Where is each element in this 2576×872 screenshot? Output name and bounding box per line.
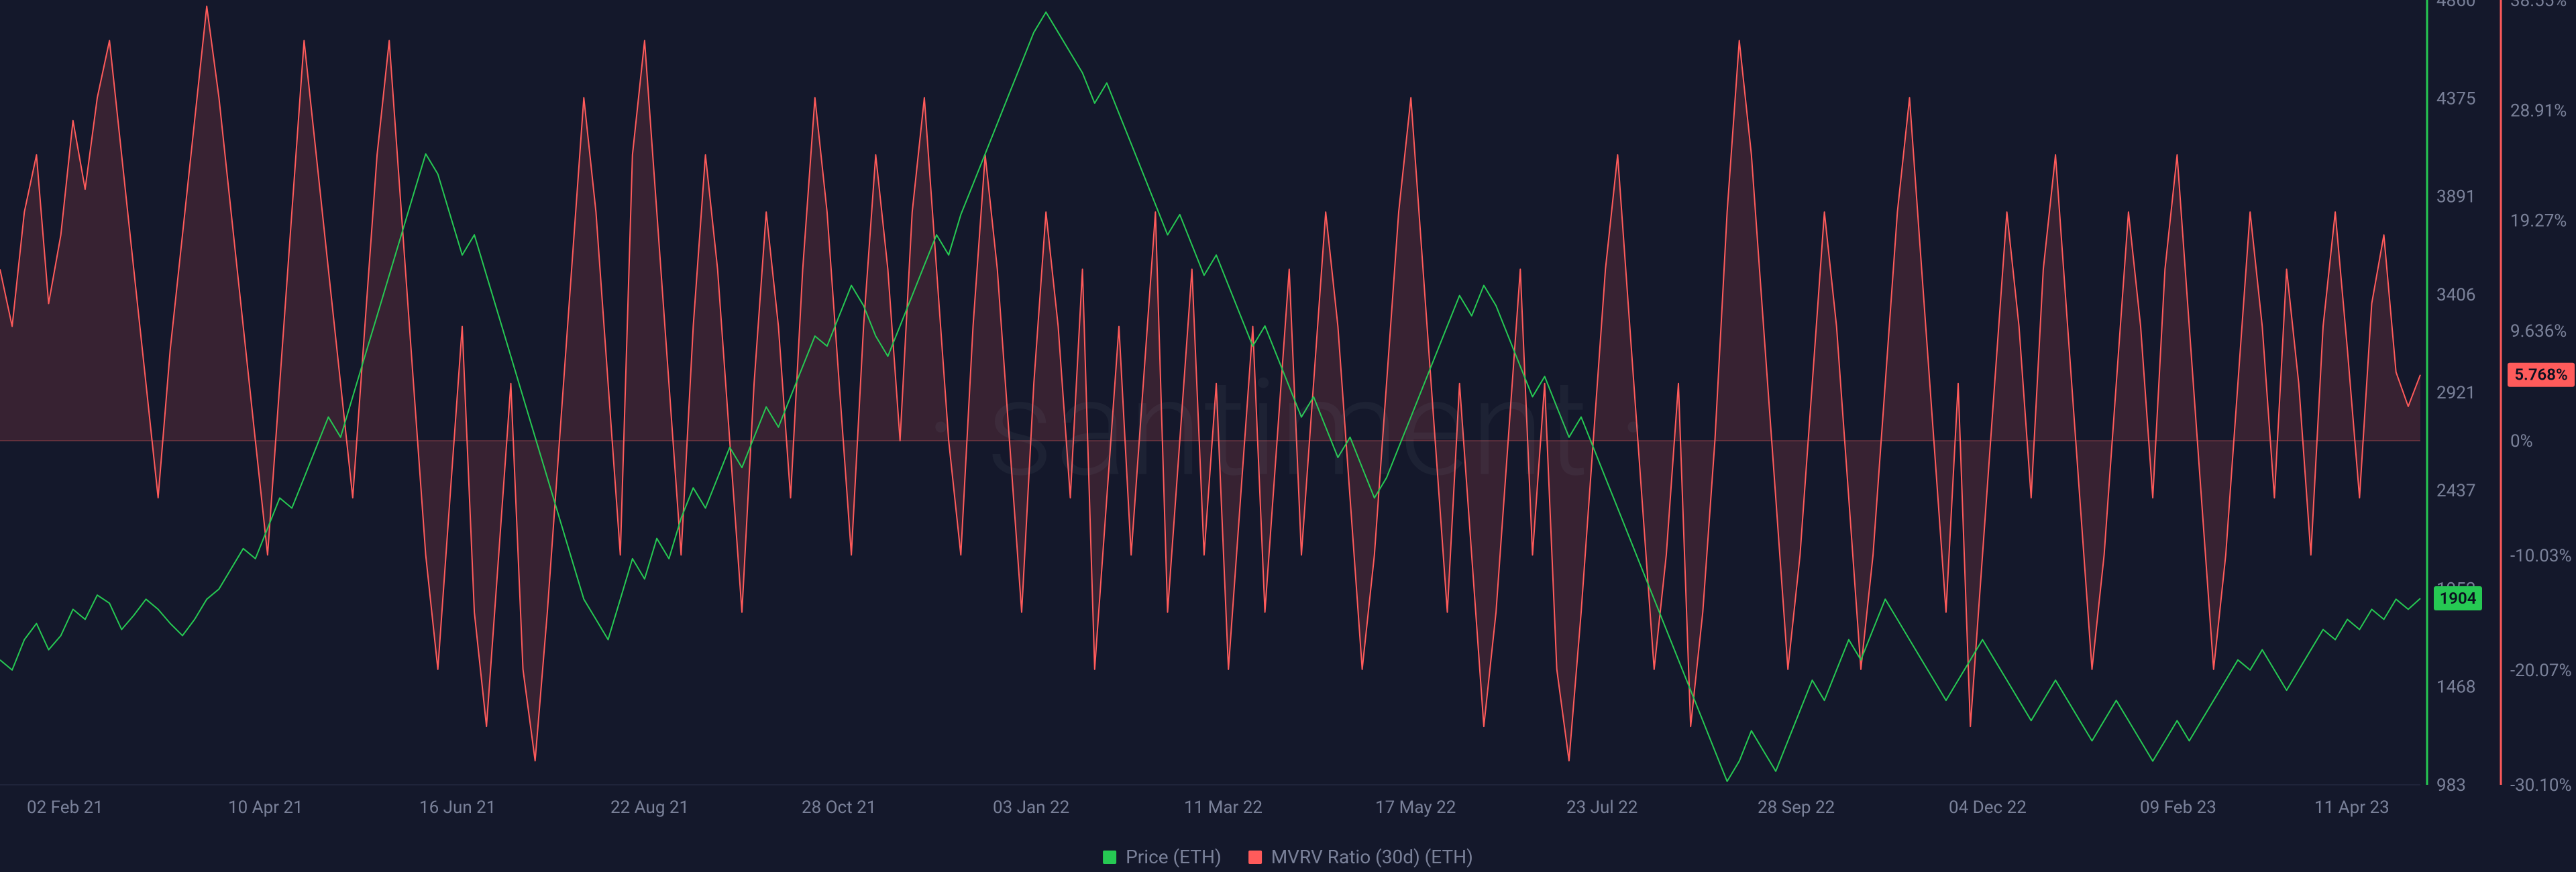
x-tick-label: 03 Jan 22 xyxy=(993,798,1069,818)
x-tick-label: 17 May 22 xyxy=(1375,798,1456,818)
y-right-tick-label: 38.55% xyxy=(2510,0,2567,11)
y-left-tick-label: 3406 xyxy=(2436,285,2475,305)
legend-item-price[interactable]: Price (ETH) xyxy=(1103,846,1222,868)
y-left-tick-label: 983 xyxy=(2436,775,2466,796)
legend-label-price: Price (ETH) xyxy=(1126,846,1222,868)
y-right-tick-label: -20.07% xyxy=(2510,661,2572,681)
x-tick-label: 23 Jul 22 xyxy=(1566,798,1638,818)
legend-label-mvrv: MVRV Ratio (30d) (ETH) xyxy=(1271,846,1473,868)
x-tick-label: 10 Apr 21 xyxy=(228,798,303,818)
y-right-tick-label: 28.91% xyxy=(2510,101,2567,121)
x-tick-label: 11 Mar 22 xyxy=(1184,798,1263,818)
y-right-tick-label: -10.03% xyxy=(2510,546,2572,566)
x-tick-label: 02 Feb 21 xyxy=(27,798,103,818)
y-right-tick-label: 9.636% xyxy=(2510,321,2567,341)
y-left-tick-label: 4860 xyxy=(2436,0,2475,11)
x-tick-label: 11 Apr 23 xyxy=(2314,798,2390,818)
legend-swatch-mvrv xyxy=(1248,851,1262,864)
x-tick-label: 09 Feb 23 xyxy=(2140,798,2216,818)
legend-swatch-price xyxy=(1103,851,1116,864)
y-left-tick-label: 2437 xyxy=(2436,481,2475,501)
chart-container: 02 Feb 21 10 Apr 21 16 Jun 21 22 Aug 21 28 O… xyxy=(0,0,2576,872)
y-right-tick-label: 0% xyxy=(2510,431,2533,451)
legend: Price (ETH) MVRV Ratio (30d) (ETH) xyxy=(1103,846,1473,868)
mvrv-badge: 5.768% xyxy=(2514,366,2567,384)
y-left-tick-label: 1468 xyxy=(2436,677,2475,698)
y-right-tick-label: -30.10% xyxy=(2510,775,2572,796)
y-left-tick-label: 4375 xyxy=(2436,89,2475,109)
x-tick-label: 28 Sep 22 xyxy=(1758,798,1835,818)
y-left-tick-label: 2921 xyxy=(2436,383,2475,403)
y-left-tick-label: 3891 xyxy=(2436,186,2475,207)
chart-svg[interactable]: 02 Feb 21 10 Apr 21 16 Jun 21 22 Aug 21 28 O… xyxy=(0,0,2576,872)
x-tick-label: 04 Dec 22 xyxy=(1949,798,2027,818)
price-badge: 1904 xyxy=(2440,589,2477,608)
legend-item-mvrv[interactable]: MVRV Ratio (30d) (ETH) xyxy=(1248,846,1473,868)
y-right-tick-label: 19.27% xyxy=(2510,211,2567,231)
x-tick-label: 16 Jun 21 xyxy=(419,798,496,818)
x-tick-label: 28 Oct 21 xyxy=(802,798,876,818)
x-tick-label: 22 Aug 21 xyxy=(610,798,689,818)
